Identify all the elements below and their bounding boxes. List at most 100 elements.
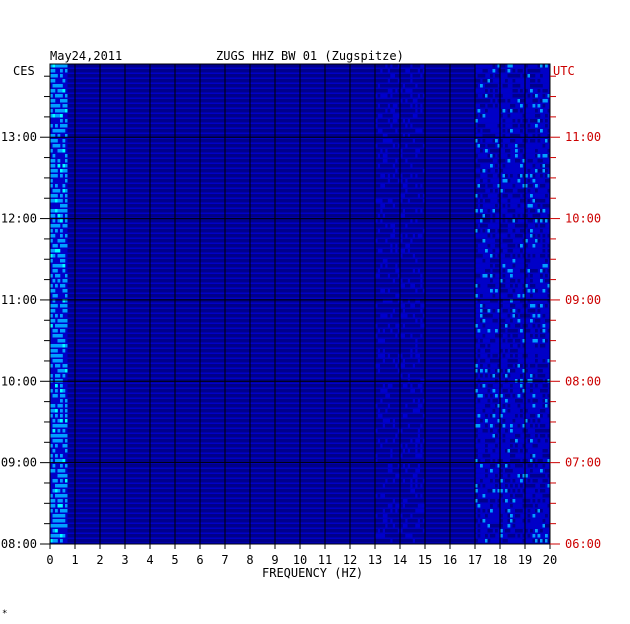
- spectrogram-cell: [237, 164, 241, 168]
- spectrogram-cell: [245, 104, 248, 108]
- spectrogram-cell: [497, 94, 501, 98]
- spectrogram-cell: [170, 189, 173, 193]
- spectrogram-cell: [382, 114, 386, 118]
- spectrogram-cell: [125, 89, 128, 93]
- spectrogram-cell: [337, 139, 341, 143]
- spectrogram-cell: [360, 139, 363, 143]
- spectrogram-cell: [222, 159, 226, 163]
- spectrogram-cell: [170, 114, 173, 118]
- spectrogram-cell: [507, 179, 511, 183]
- spectrogram-cell: [52, 64, 56, 68]
- spectrogram-cell: [290, 149, 293, 153]
- spectrogram-cell: [155, 184, 158, 188]
- spectrogram-cell: [142, 134, 146, 138]
- spectrogram-cell: [460, 139, 463, 143]
- spectrogram-cell: [370, 74, 373, 78]
- spectrogram-cell: [462, 144, 466, 148]
- spectrogram-cell: [457, 69, 461, 73]
- spectrogram-cell: [450, 89, 453, 93]
- spectrogram-cell: [237, 69, 241, 73]
- spectrogram-cell: [432, 89, 436, 93]
- spectrogram-cell: [150, 159, 153, 163]
- spectrogram-cell: [515, 89, 518, 93]
- spectrogram-cell: [157, 99, 161, 103]
- spectrogram-cell: [405, 94, 408, 98]
- spectrogram-cell: [397, 154, 401, 158]
- spectrogram-cell: [162, 139, 166, 143]
- spectrogram-cell: [387, 99, 391, 103]
- spectrogram-cell: [240, 159, 243, 163]
- spectrogram-cell: [162, 79, 166, 83]
- spectrogram-cell: [385, 84, 388, 88]
- spectrogram-cell: [252, 124, 256, 128]
- spectrogram-cell: [137, 159, 141, 163]
- spectrogram-cell: [365, 129, 368, 133]
- spectrogram-cell: [270, 129, 273, 133]
- spectrogram-cell: [77, 139, 81, 143]
- spectrogram-cell: [195, 69, 198, 73]
- spectrogram-cell: [55, 194, 58, 198]
- spectrogram-cell: [227, 139, 231, 143]
- spectrogram-cell: [195, 64, 198, 68]
- spectrogram-cell: [470, 194, 473, 198]
- spectrogram-cell: [80, 134, 83, 138]
- spectrogram-cell: [385, 89, 388, 93]
- spectrogram-cell: [157, 164, 161, 168]
- spectrogram-cell: [277, 119, 281, 123]
- spectrogram-cell: [200, 164, 203, 168]
- spectrogram-cell: [80, 114, 83, 118]
- spectrogram-cell: [267, 129, 271, 133]
- spectrogram-cell: [127, 144, 131, 148]
- spectrogram-cell: [100, 99, 103, 103]
- spectrogram-cell: [357, 144, 361, 148]
- spectrogram-cell: [180, 124, 183, 128]
- spectrogram-cell: [432, 189, 436, 193]
- spectrogram-cell: [472, 84, 476, 88]
- spectrogram-cell: [467, 164, 471, 168]
- spectrogram-cell: [287, 99, 291, 103]
- spectrogram-cell: [377, 89, 381, 93]
- spectrogram-cell: [222, 109, 226, 113]
- spectrogram-cell: [80, 184, 83, 188]
- spectrogram-cell: [275, 189, 278, 193]
- spectrogram-cell: [447, 144, 451, 148]
- spectrogram-cell: [55, 169, 58, 173]
- spectrogram-cell: [102, 129, 106, 133]
- spectrogram-cell: [467, 179, 471, 183]
- spectrogram-cell: [150, 184, 153, 188]
- spectrogram-cell: [95, 99, 98, 103]
- spectrogram-cell: [400, 119, 403, 123]
- spectrogram-cell: [207, 69, 211, 73]
- spectrogram-cell: [300, 114, 303, 118]
- spectrogram-cell: [162, 179, 166, 183]
- spectrogram-cell: [517, 179, 521, 183]
- spectrogram-cell: [275, 154, 278, 158]
- spectrogram-cell: [300, 104, 303, 108]
- spectrogram-cell: [410, 144, 413, 148]
- spectrogram-cell: [182, 74, 186, 78]
- spectrogram-cell: [162, 89, 166, 93]
- spectrogram-cell: [120, 129, 123, 133]
- spectrogram-cell: [202, 159, 206, 163]
- spectrogram-cell: [225, 89, 228, 93]
- spectrogram-cell: [90, 119, 93, 123]
- spectrogram-cell: [220, 64, 223, 68]
- spectrogram-cell: [370, 174, 373, 178]
- spectrogram-cell: [345, 89, 348, 93]
- spectrogram-cell: [52, 74, 56, 78]
- spectrogram-cell: [157, 199, 161, 203]
- spectrogram-cell: [285, 84, 288, 88]
- spectrogram-cell: [150, 179, 153, 183]
- spectrogram-cell: [95, 139, 98, 143]
- spectrogram-cell: [297, 114, 301, 118]
- spectrogram-cell: [332, 134, 336, 138]
- spectrogram-cell: [255, 69, 258, 73]
- spectrogram-cell: [130, 94, 133, 98]
- spectrogram-cell: [497, 64, 501, 68]
- spectrogram-cell: [502, 194, 506, 198]
- spectrogram-cell: [442, 159, 446, 163]
- spectrogram-cell: [75, 189, 78, 193]
- spectrogram-cell: [300, 119, 303, 123]
- spectrogram-cell: [177, 154, 181, 158]
- spectrogram-cell: [105, 129, 108, 133]
